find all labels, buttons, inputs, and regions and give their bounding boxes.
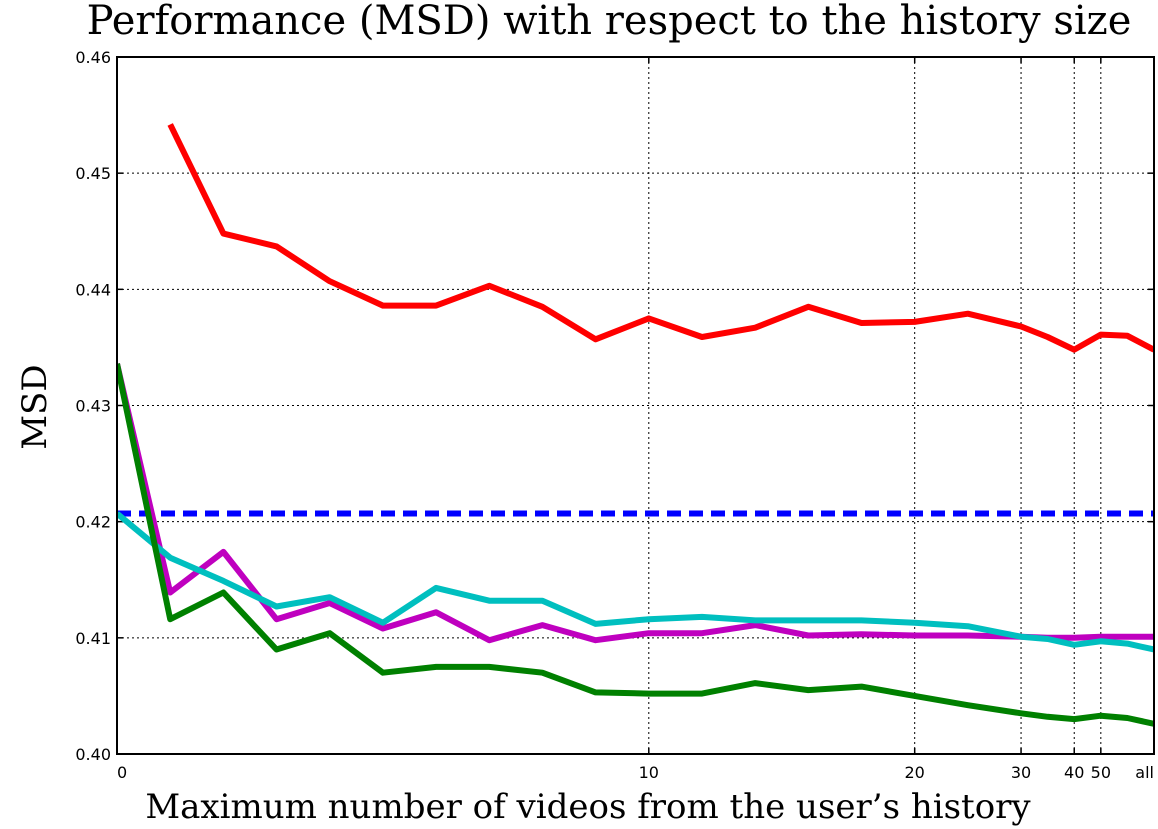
ticks: 0.40 0.41 0.42 0.43 0.44 0.45 0.46 0 10 20 30 40 50 a… <box>75 48 1155 782</box>
x-tick-label: 0 <box>117 763 127 782</box>
y-tick-label: 0.41 <box>75 629 111 648</box>
y-tick-label: 0.40 <box>75 745 111 764</box>
x-tick-label: 40 <box>1064 763 1084 782</box>
y-tick-label: 0.43 <box>75 397 111 416</box>
series-line-1 <box>167 123 1154 353</box>
series-lines <box>117 123 1154 727</box>
x-tick-label: all <box>1135 763 1154 782</box>
series-line-5 <box>117 363 1154 727</box>
x-tick-label: 20 <box>905 763 925 782</box>
chart-title: Performance (MSD) with respect to the hi… <box>87 0 1132 44</box>
y-axis-label: MSD <box>15 364 55 449</box>
y-tick-label: 0.45 <box>75 164 111 183</box>
plot-frame <box>116 56 1155 755</box>
x-tick-label: 10 <box>639 763 659 782</box>
y-tick-label: 0.42 <box>75 513 111 532</box>
x-tick-label: 30 <box>1011 763 1031 782</box>
y-tick-label: 0.44 <box>75 280 111 299</box>
series-line-4 <box>117 511 1154 653</box>
x-axis-label: Maximum number of videos from the user’s… <box>145 787 1031 827</box>
x-tick-label: 50 <box>1091 763 1111 782</box>
series-line-3 <box>117 363 1154 644</box>
y-tick-label: 0.46 <box>75 48 111 67</box>
